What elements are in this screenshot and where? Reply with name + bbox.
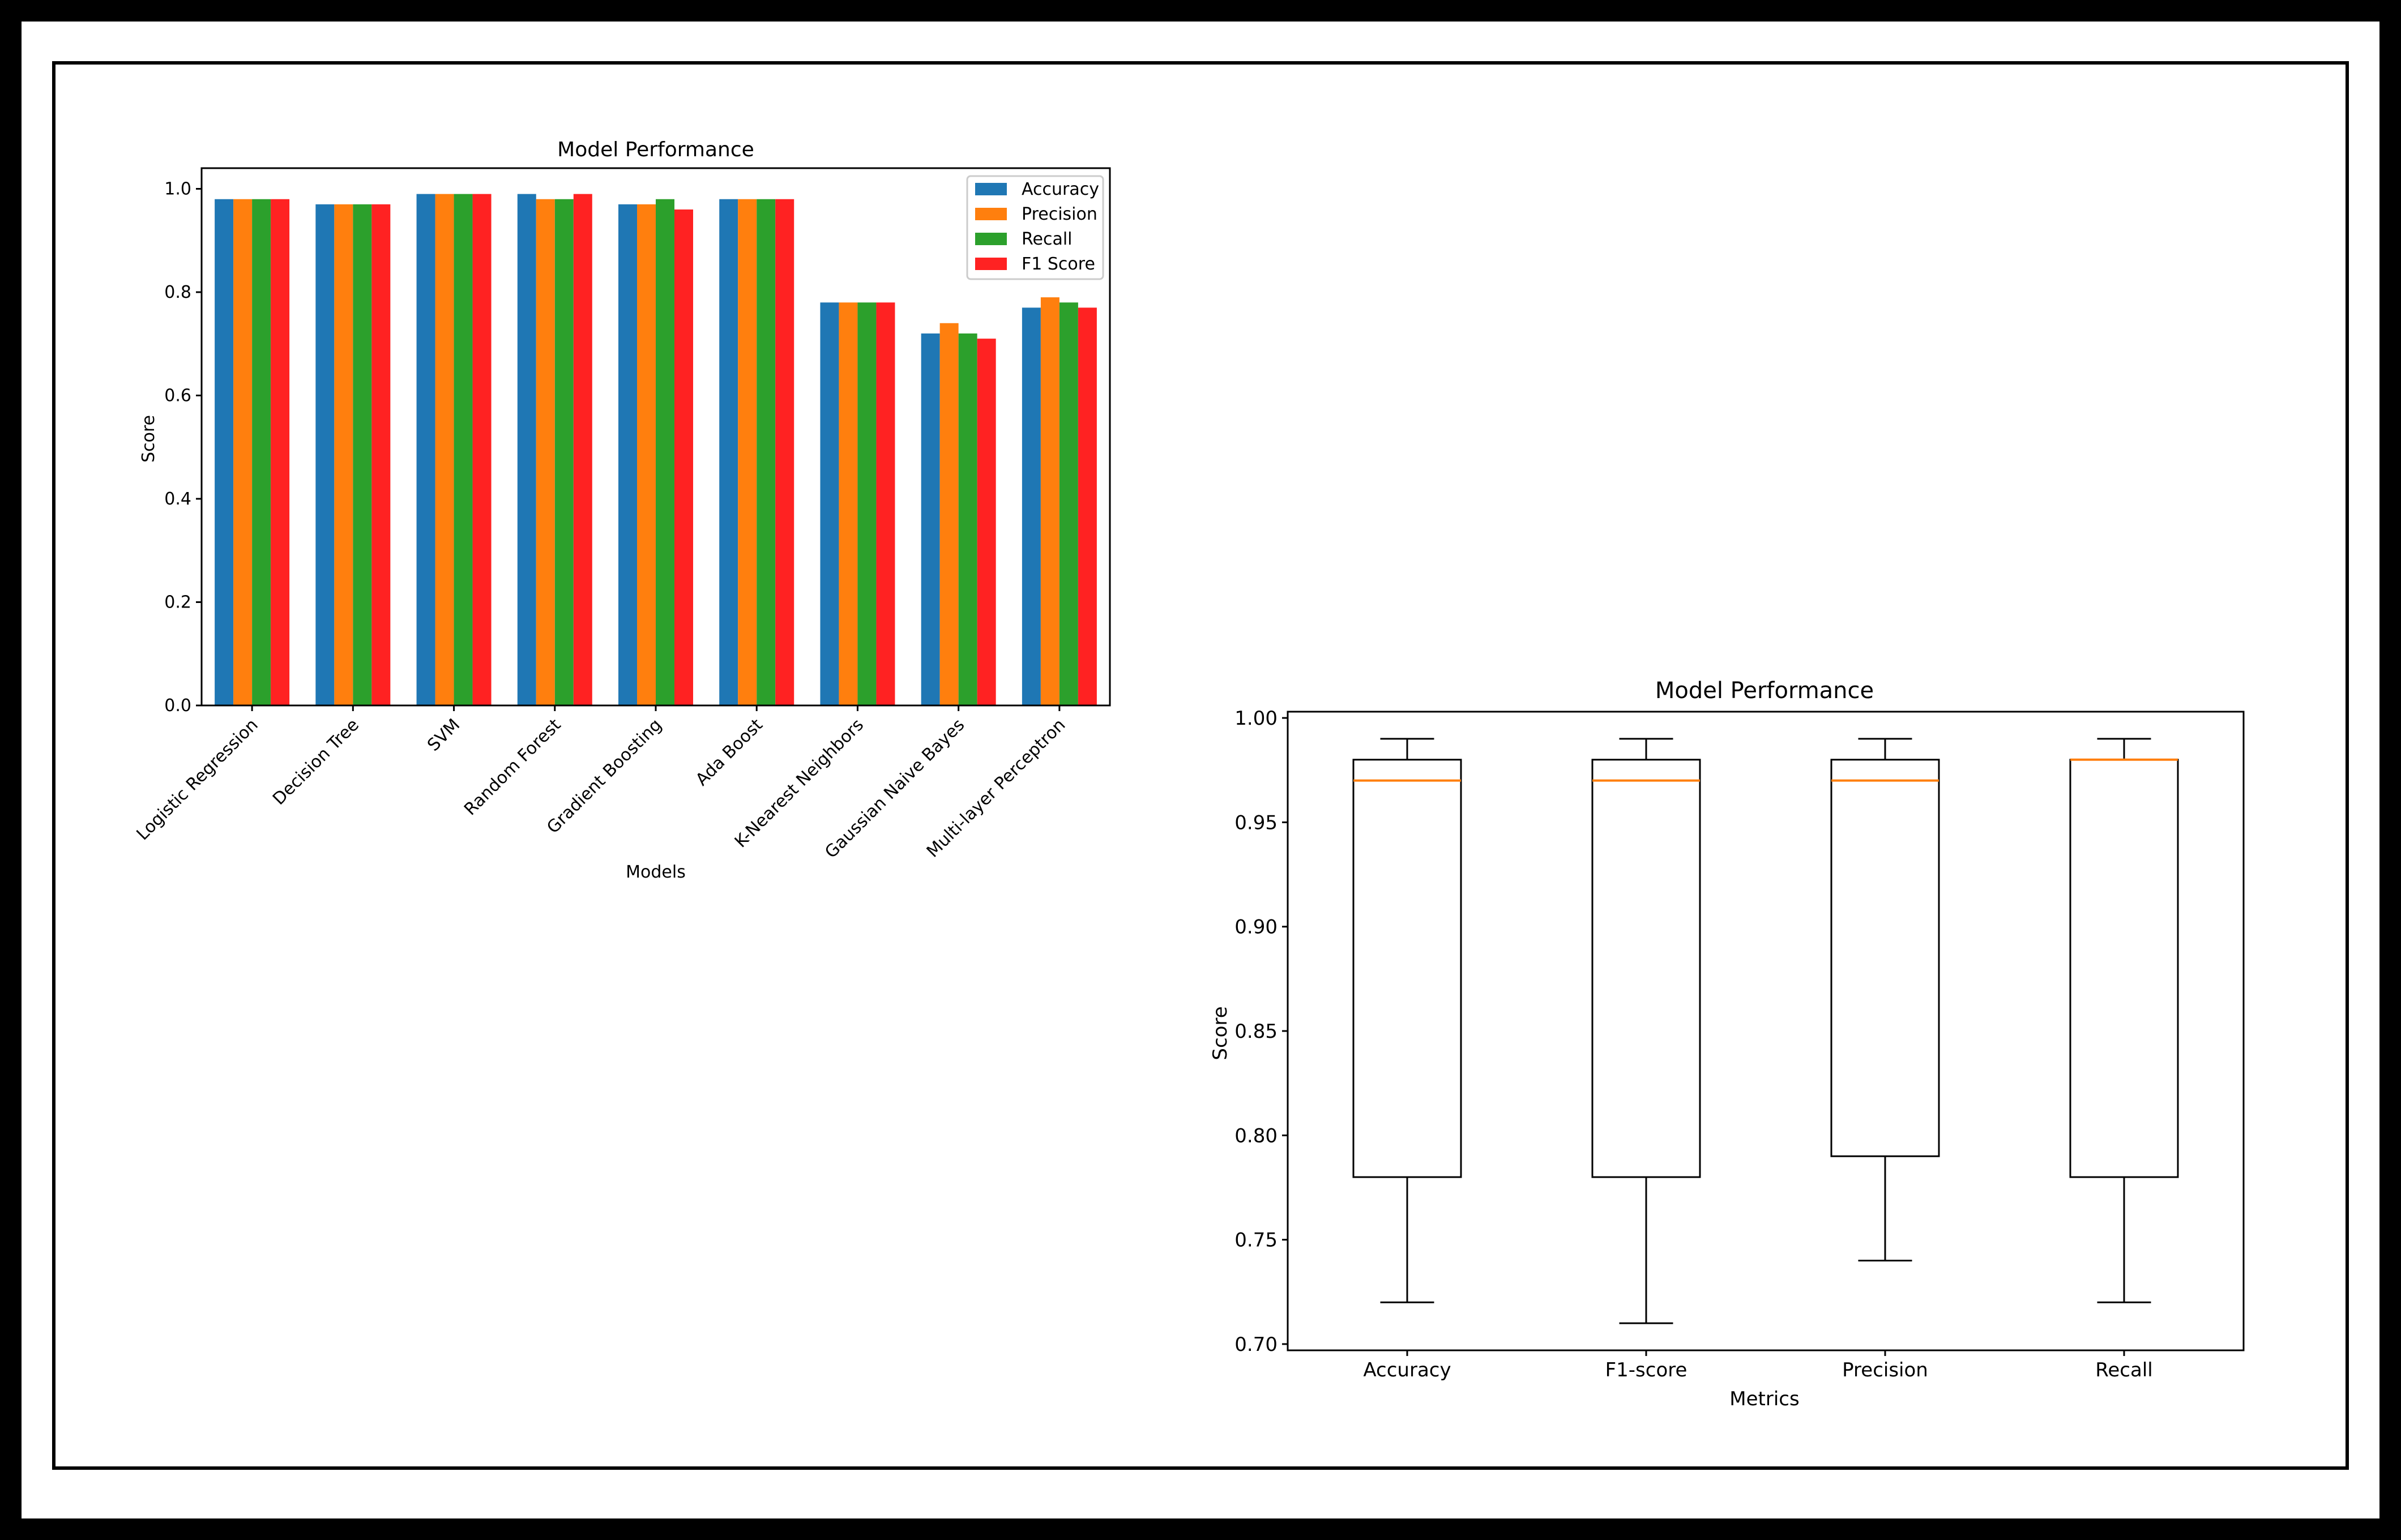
y-tick-label: 0.70 (1234, 1333, 1278, 1356)
bar-k-nearest-neighbors-accuracy (820, 302, 839, 705)
bar-gaussian-naive-bayes-recall (958, 333, 977, 705)
legend-box (966, 175, 1104, 280)
box-chart-xlabel: Metrics (1729, 1388, 1799, 1410)
bar-logistic-regression-accuracy (215, 199, 234, 705)
bar-decision-tree-f1-score (371, 204, 391, 705)
bar-logistic-regression-recall (252, 199, 271, 705)
bar-k-nearest-neighbors-recall (857, 302, 877, 705)
box-f1-score (1591, 759, 1701, 1178)
bar-decision-tree-accuracy (315, 204, 335, 705)
legend-swatch-accuracy (975, 183, 1007, 195)
y-tick-label: 0.75 (1234, 1229, 1278, 1252)
legend-label-accuracy: Accuracy (1022, 179, 1099, 199)
legend-label-recall: Recall (1022, 229, 1073, 249)
y-tick-label: 0.8 (164, 283, 191, 302)
bar-gradient-boosting-precision (637, 204, 656, 705)
bar-chart-ylabel: Score (139, 415, 159, 463)
y-tick-label: 1.0 (164, 179, 191, 199)
bar-chart-title: Model Performance (557, 138, 754, 161)
legend-label-f1-score: F1 Score (1022, 254, 1095, 274)
y-tick-label: 0.4 (164, 489, 191, 509)
y-tick-label: 1.00 (1234, 707, 1278, 730)
bar-ada-boost-accuracy (719, 199, 738, 705)
bar-gradient-boosting-accuracy (618, 204, 637, 705)
bar-gradient-boosting-f1-score (674, 209, 693, 705)
bar-ada-boost-f1-score (775, 199, 794, 705)
y-tick-label: 0.0 (164, 696, 191, 716)
bar-decision-tree-recall (353, 204, 372, 705)
bar-ada-boost-recall (757, 199, 776, 705)
y-tick-label: 0.85 (1234, 1020, 1278, 1043)
bar-gradient-boosting-recall (656, 199, 674, 705)
y-tick-label: 0.95 (1234, 811, 1278, 834)
legend-label-precision: Precision (1022, 204, 1097, 224)
bar-ada-boost-precision (738, 199, 757, 705)
bar-chart-xlabel: Models (626, 862, 686, 882)
bar-decision-tree-precision (334, 204, 353, 705)
y-tick-label: 0.80 (1234, 1124, 1278, 1147)
bar-k-nearest-neighbors-precision (839, 302, 858, 705)
bar-multi-layer-perceptron-f1-score (1078, 307, 1097, 705)
bar-svm-precision (435, 194, 454, 705)
bar-logistic-regression-precision (233, 199, 253, 705)
box-recall (2069, 759, 2179, 1178)
bar-gaussian-naive-bayes-accuracy (921, 333, 940, 705)
bar-chart-legend: Accuracy Precision Recall F1 Score (966, 175, 1104, 280)
box-chart-title: Model Performance (1655, 678, 1874, 704)
bar-multi-layer-perceptron-accuracy (1022, 307, 1041, 705)
bar-random-forest-recall (554, 199, 574, 705)
bar-k-nearest-neighbors-f1-score (876, 302, 895, 705)
box-chart-ylabel: Score (1209, 1006, 1232, 1060)
x-tick-label-precision: Precision (1842, 1359, 1928, 1381)
legend-swatch-recall (975, 233, 1007, 245)
y-tick-label: 0.90 (1234, 916, 1278, 939)
bar-gaussian-naive-bayes-f1-score (977, 339, 996, 705)
x-tick-label-f1-score: F1-score (1605, 1359, 1687, 1381)
x-tick-label-accuracy: Accuracy (1363, 1359, 1451, 1381)
bar-random-forest-precision (536, 199, 555, 705)
bar-svm-recall (454, 194, 473, 705)
bar-multi-layer-perceptron-recall (1059, 302, 1078, 705)
bar-svm-accuracy (416, 194, 435, 705)
bar-svm-f1-score (472, 194, 492, 705)
y-tick-label: 0.6 (164, 386, 191, 406)
legend-swatch-precision (975, 208, 1007, 220)
legend-swatch-f1-score (975, 258, 1007, 270)
bar-random-forest-accuracy (517, 194, 536, 705)
bar-random-forest-f1-score (573, 194, 592, 705)
bar-multi-layer-perceptron-precision (1040, 297, 1059, 705)
box-precision (1830, 759, 1940, 1157)
bar-gaussian-naive-bayes-precision (939, 323, 959, 705)
y-tick-label: 0.2 (164, 593, 191, 613)
bar-logistic-regression-f1-score (271, 199, 290, 705)
x-tick-label-recall: Recall (2095, 1359, 2152, 1381)
box-accuracy (1352, 759, 1462, 1178)
box-chart-plot-frame (1287, 711, 2245, 1351)
